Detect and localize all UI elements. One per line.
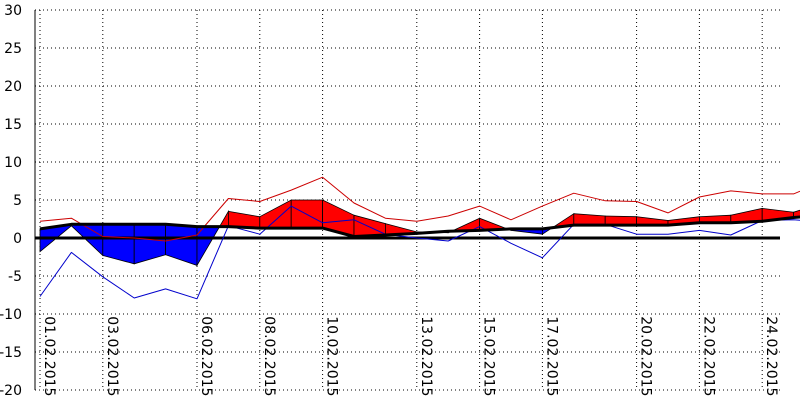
- y-tick-label: -15: [0, 345, 22, 361]
- max-temperature-line: [39, 176, 800, 242]
- y-tick-label: -5: [8, 269, 22, 285]
- min-temperature-line: [39, 205, 800, 300]
- x-tick-label: 22.02.2015: [700, 316, 716, 396]
- warm-area: [793, 209, 800, 218]
- warm-area: [353, 214, 386, 237]
- cold-area: [102, 223, 135, 265]
- x-tick-label: 20.02.2015: [638, 316, 654, 396]
- warm-area: [259, 199, 292, 229]
- grid-lines: [34, 9, 780, 391]
- y-axis-ticks: 30 25 20 15 10 5 0 -5 -10 -15 -20: [0, 3, 22, 399]
- cold-area: [165, 223, 198, 266]
- x-tick-label: 08.02.2015: [261, 316, 277, 396]
- y-tick-label: -10: [0, 307, 22, 323]
- x-axis-ticks: 01.02.2015 03.02.2015 06.02.2015 08.02.2015…: [41, 316, 779, 396]
- y-tick-label: -20: [0, 383, 22, 399]
- y-tick-label: 20: [4, 79, 22, 95]
- warm-area: [218, 209, 229, 228]
- baseline-line: [39, 215, 800, 238]
- cold-area: [133, 223, 167, 265]
- x-tick-label: 01.02.2015: [41, 316, 57, 396]
- cold-area: [71, 223, 104, 257]
- x-tick-label: 24.02.2015: [763, 316, 779, 396]
- y-tick-label: 25: [4, 41, 22, 57]
- cold-area: [196, 226, 221, 267]
- warm-area: [573, 213, 606, 226]
- x-tick-label: 17.02.2015: [543, 316, 559, 396]
- x-tick-label: 10.02.2015: [324, 316, 340, 396]
- x-tick-label: 15.02.2015: [481, 316, 497, 396]
- y-tick-label: 0: [13, 231, 22, 247]
- y-tick-label: 10: [4, 155, 22, 171]
- x-tick-label: 06.02.2015: [198, 316, 214, 396]
- x-tick-label: 03.02.2015: [104, 316, 120, 396]
- y-tick-label: 15: [4, 117, 22, 133]
- x-tick-label: 13.02.2015: [418, 316, 434, 396]
- series-lines: [35, 176, 800, 300]
- y-tick-label: 30: [4, 3, 22, 19]
- y-tick-label: 5: [13, 193, 22, 209]
